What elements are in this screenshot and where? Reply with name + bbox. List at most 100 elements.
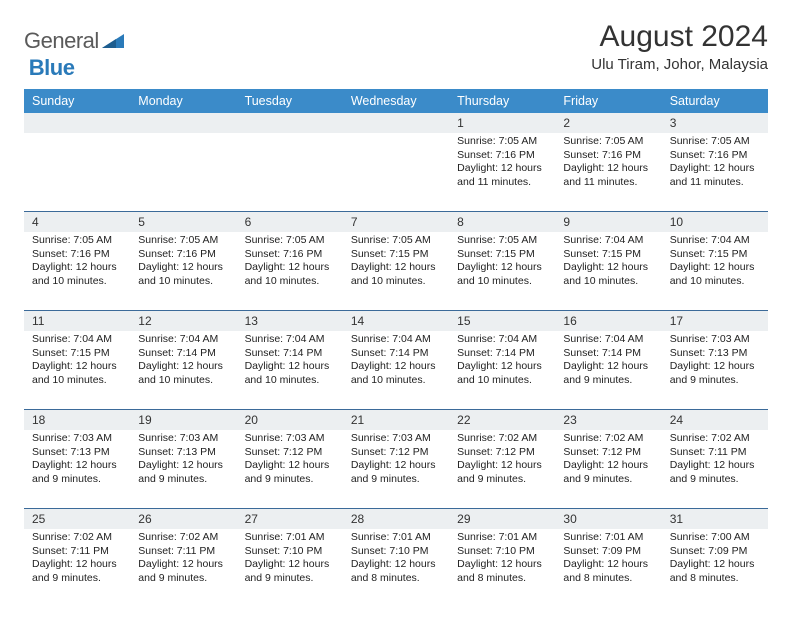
- day-body: Sunrise: 7:04 AMSunset: 7:15 PMDaylight:…: [662, 232, 768, 293]
- daylight-text-2: and 10 minutes.: [457, 275, 547, 289]
- sunrise-text: Sunrise: 7:04 AM: [563, 234, 653, 248]
- sunrise-text: Sunrise: 7:03 AM: [32, 432, 122, 446]
- daylight-text-2: and 9 minutes.: [32, 473, 122, 487]
- day-number: 22: [449, 410, 555, 430]
- sunrise-text: Sunrise: 7:02 AM: [670, 432, 760, 446]
- day-body: Sunrise: 7:05 AMSunset: 7:15 PMDaylight:…: [449, 232, 555, 293]
- brand-part2: Blue: [29, 55, 75, 81]
- daylight-text-1: Daylight: 12 hours: [138, 261, 228, 275]
- daylight-text-2: and 10 minutes.: [245, 275, 335, 289]
- day-number: 27: [237, 509, 343, 529]
- dow-sunday: Sunday: [24, 89, 130, 113]
- sunset-text: Sunset: 7:16 PM: [245, 248, 335, 262]
- sunrise-text: Sunrise: 7:05 AM: [32, 234, 122, 248]
- day-number: 29: [449, 509, 555, 529]
- sunrise-text: Sunrise: 7:01 AM: [457, 531, 547, 545]
- daylight-text-1: Daylight: 12 hours: [351, 459, 441, 473]
- day-cell: Sunrise: 7:05 AMSunset: 7:16 PMDaylight:…: [449, 133, 555, 211]
- day-number: [237, 113, 343, 133]
- daylight-text-1: Daylight: 12 hours: [457, 360, 547, 374]
- daylight-text-2: and 10 minutes.: [138, 374, 228, 388]
- day-cell: Sunrise: 7:04 AMSunset: 7:14 PMDaylight:…: [555, 331, 661, 409]
- day-cell: Sunrise: 7:05 AMSunset: 7:16 PMDaylight:…: [555, 133, 661, 211]
- sunrise-text: Sunrise: 7:05 AM: [563, 135, 653, 149]
- sunrise-text: Sunrise: 7:02 AM: [32, 531, 122, 545]
- sunrise-text: Sunrise: 7:00 AM: [670, 531, 760, 545]
- day-body: Sunrise: 7:04 AMSunset: 7:14 PMDaylight:…: [343, 331, 449, 392]
- dow-monday: Monday: [130, 89, 236, 113]
- daylight-text-2: and 10 minutes.: [245, 374, 335, 388]
- day-number: 7: [343, 212, 449, 232]
- day-number: 10: [662, 212, 768, 232]
- day-cell: Sunrise: 7:04 AMSunset: 7:14 PMDaylight:…: [237, 331, 343, 409]
- dow-wednesday: Wednesday: [343, 89, 449, 113]
- daylight-text-2: and 9 minutes.: [457, 473, 547, 487]
- week-row: Sunrise: 7:03 AMSunset: 7:13 PMDaylight:…: [24, 430, 768, 509]
- day-cell: Sunrise: 7:01 AMSunset: 7:10 PMDaylight:…: [449, 529, 555, 607]
- day-number: 3: [662, 113, 768, 133]
- week-row: Sunrise: 7:05 AMSunset: 7:16 PMDaylight:…: [24, 133, 768, 212]
- daylight-text-2: and 10 minutes.: [563, 275, 653, 289]
- day-cell: Sunrise: 7:02 AMSunset: 7:12 PMDaylight:…: [555, 430, 661, 508]
- daylight-text-2: and 9 minutes.: [670, 473, 760, 487]
- sunset-text: Sunset: 7:11 PM: [670, 446, 760, 460]
- day-body: Sunrise: 7:02 AMSunset: 7:11 PMDaylight:…: [130, 529, 236, 590]
- daylight-text-2: and 10 minutes.: [32, 374, 122, 388]
- day-body: Sunrise: 7:05 AMSunset: 7:16 PMDaylight:…: [449, 133, 555, 194]
- sunrise-text: Sunrise: 7:02 AM: [563, 432, 653, 446]
- sunset-text: Sunset: 7:14 PM: [563, 347, 653, 361]
- daylight-text-2: and 9 minutes.: [138, 473, 228, 487]
- day-number: [343, 113, 449, 133]
- day-cell: Sunrise: 7:02 AMSunset: 7:11 PMDaylight:…: [24, 529, 130, 607]
- day-number: 21: [343, 410, 449, 430]
- day-cell: Sunrise: 7:03 AMSunset: 7:12 PMDaylight:…: [237, 430, 343, 508]
- day-body: Sunrise: 7:00 AMSunset: 7:09 PMDaylight:…: [662, 529, 768, 590]
- daylight-text-1: Daylight: 12 hours: [32, 360, 122, 374]
- day-number: 30: [555, 509, 661, 529]
- day-cell: Sunrise: 7:00 AMSunset: 7:09 PMDaylight:…: [662, 529, 768, 607]
- daylight-text-2: and 9 minutes.: [245, 572, 335, 586]
- week-number-strip: 25262728293031: [24, 509, 768, 529]
- day-cell: Sunrise: 7:04 AMSunset: 7:14 PMDaylight:…: [343, 331, 449, 409]
- daylight-text-1: Daylight: 12 hours: [563, 558, 653, 572]
- sunrise-text: Sunrise: 7:05 AM: [138, 234, 228, 248]
- day-number: 20: [237, 410, 343, 430]
- daylight-text-1: Daylight: 12 hours: [563, 459, 653, 473]
- daylight-text-2: and 9 minutes.: [351, 473, 441, 487]
- day-number: 24: [662, 410, 768, 430]
- day-cell: Sunrise: 7:04 AMSunset: 7:15 PMDaylight:…: [662, 232, 768, 310]
- day-number: 9: [555, 212, 661, 232]
- daylight-text-1: Daylight: 12 hours: [351, 360, 441, 374]
- day-number: 17: [662, 311, 768, 331]
- day-cell: Sunrise: 7:01 AMSunset: 7:10 PMDaylight:…: [343, 529, 449, 607]
- day-body: Sunrise: 7:04 AMSunset: 7:15 PMDaylight:…: [24, 331, 130, 392]
- sunset-text: Sunset: 7:10 PM: [457, 545, 547, 559]
- daylight-text-1: Daylight: 12 hours: [351, 558, 441, 572]
- calendar-page: General August 2024 Ulu Tiram, Johor, Ma…: [0, 0, 792, 627]
- day-body: Sunrise: 7:05 AMSunset: 7:16 PMDaylight:…: [130, 232, 236, 293]
- day-of-week-header: Sunday Monday Tuesday Wednesday Thursday…: [24, 89, 768, 113]
- day-body: Sunrise: 7:05 AMSunset: 7:16 PMDaylight:…: [24, 232, 130, 293]
- day-cell: [237, 133, 343, 211]
- sunrise-text: Sunrise: 7:04 AM: [457, 333, 547, 347]
- day-cell: Sunrise: 7:02 AMSunset: 7:11 PMDaylight:…: [662, 430, 768, 508]
- daylight-text-2: and 10 minutes.: [32, 275, 122, 289]
- sunrise-text: Sunrise: 7:04 AM: [563, 333, 653, 347]
- sunrise-text: Sunrise: 7:01 AM: [351, 531, 441, 545]
- day-number: 31: [662, 509, 768, 529]
- sunset-text: Sunset: 7:16 PM: [32, 248, 122, 262]
- month-title: August 2024: [591, 20, 768, 54]
- daylight-text-1: Daylight: 12 hours: [457, 459, 547, 473]
- day-body: Sunrise: 7:02 AMSunset: 7:12 PMDaylight:…: [449, 430, 555, 491]
- sunset-text: Sunset: 7:11 PM: [138, 545, 228, 559]
- week-row: Sunrise: 7:04 AMSunset: 7:15 PMDaylight:…: [24, 331, 768, 410]
- daylight-text-1: Daylight: 12 hours: [32, 459, 122, 473]
- sunrise-text: Sunrise: 7:04 AM: [138, 333, 228, 347]
- day-cell: Sunrise: 7:01 AMSunset: 7:09 PMDaylight:…: [555, 529, 661, 607]
- daylight-text-1: Daylight: 12 hours: [32, 261, 122, 275]
- title-block: August 2024 Ulu Tiram, Johor, Malaysia: [591, 20, 768, 73]
- day-cell: Sunrise: 7:03 AMSunset: 7:13 PMDaylight:…: [24, 430, 130, 508]
- daylight-text-2: and 9 minutes.: [138, 572, 228, 586]
- day-cell: Sunrise: 7:04 AMSunset: 7:15 PMDaylight:…: [24, 331, 130, 409]
- sunset-text: Sunset: 7:15 PM: [670, 248, 760, 262]
